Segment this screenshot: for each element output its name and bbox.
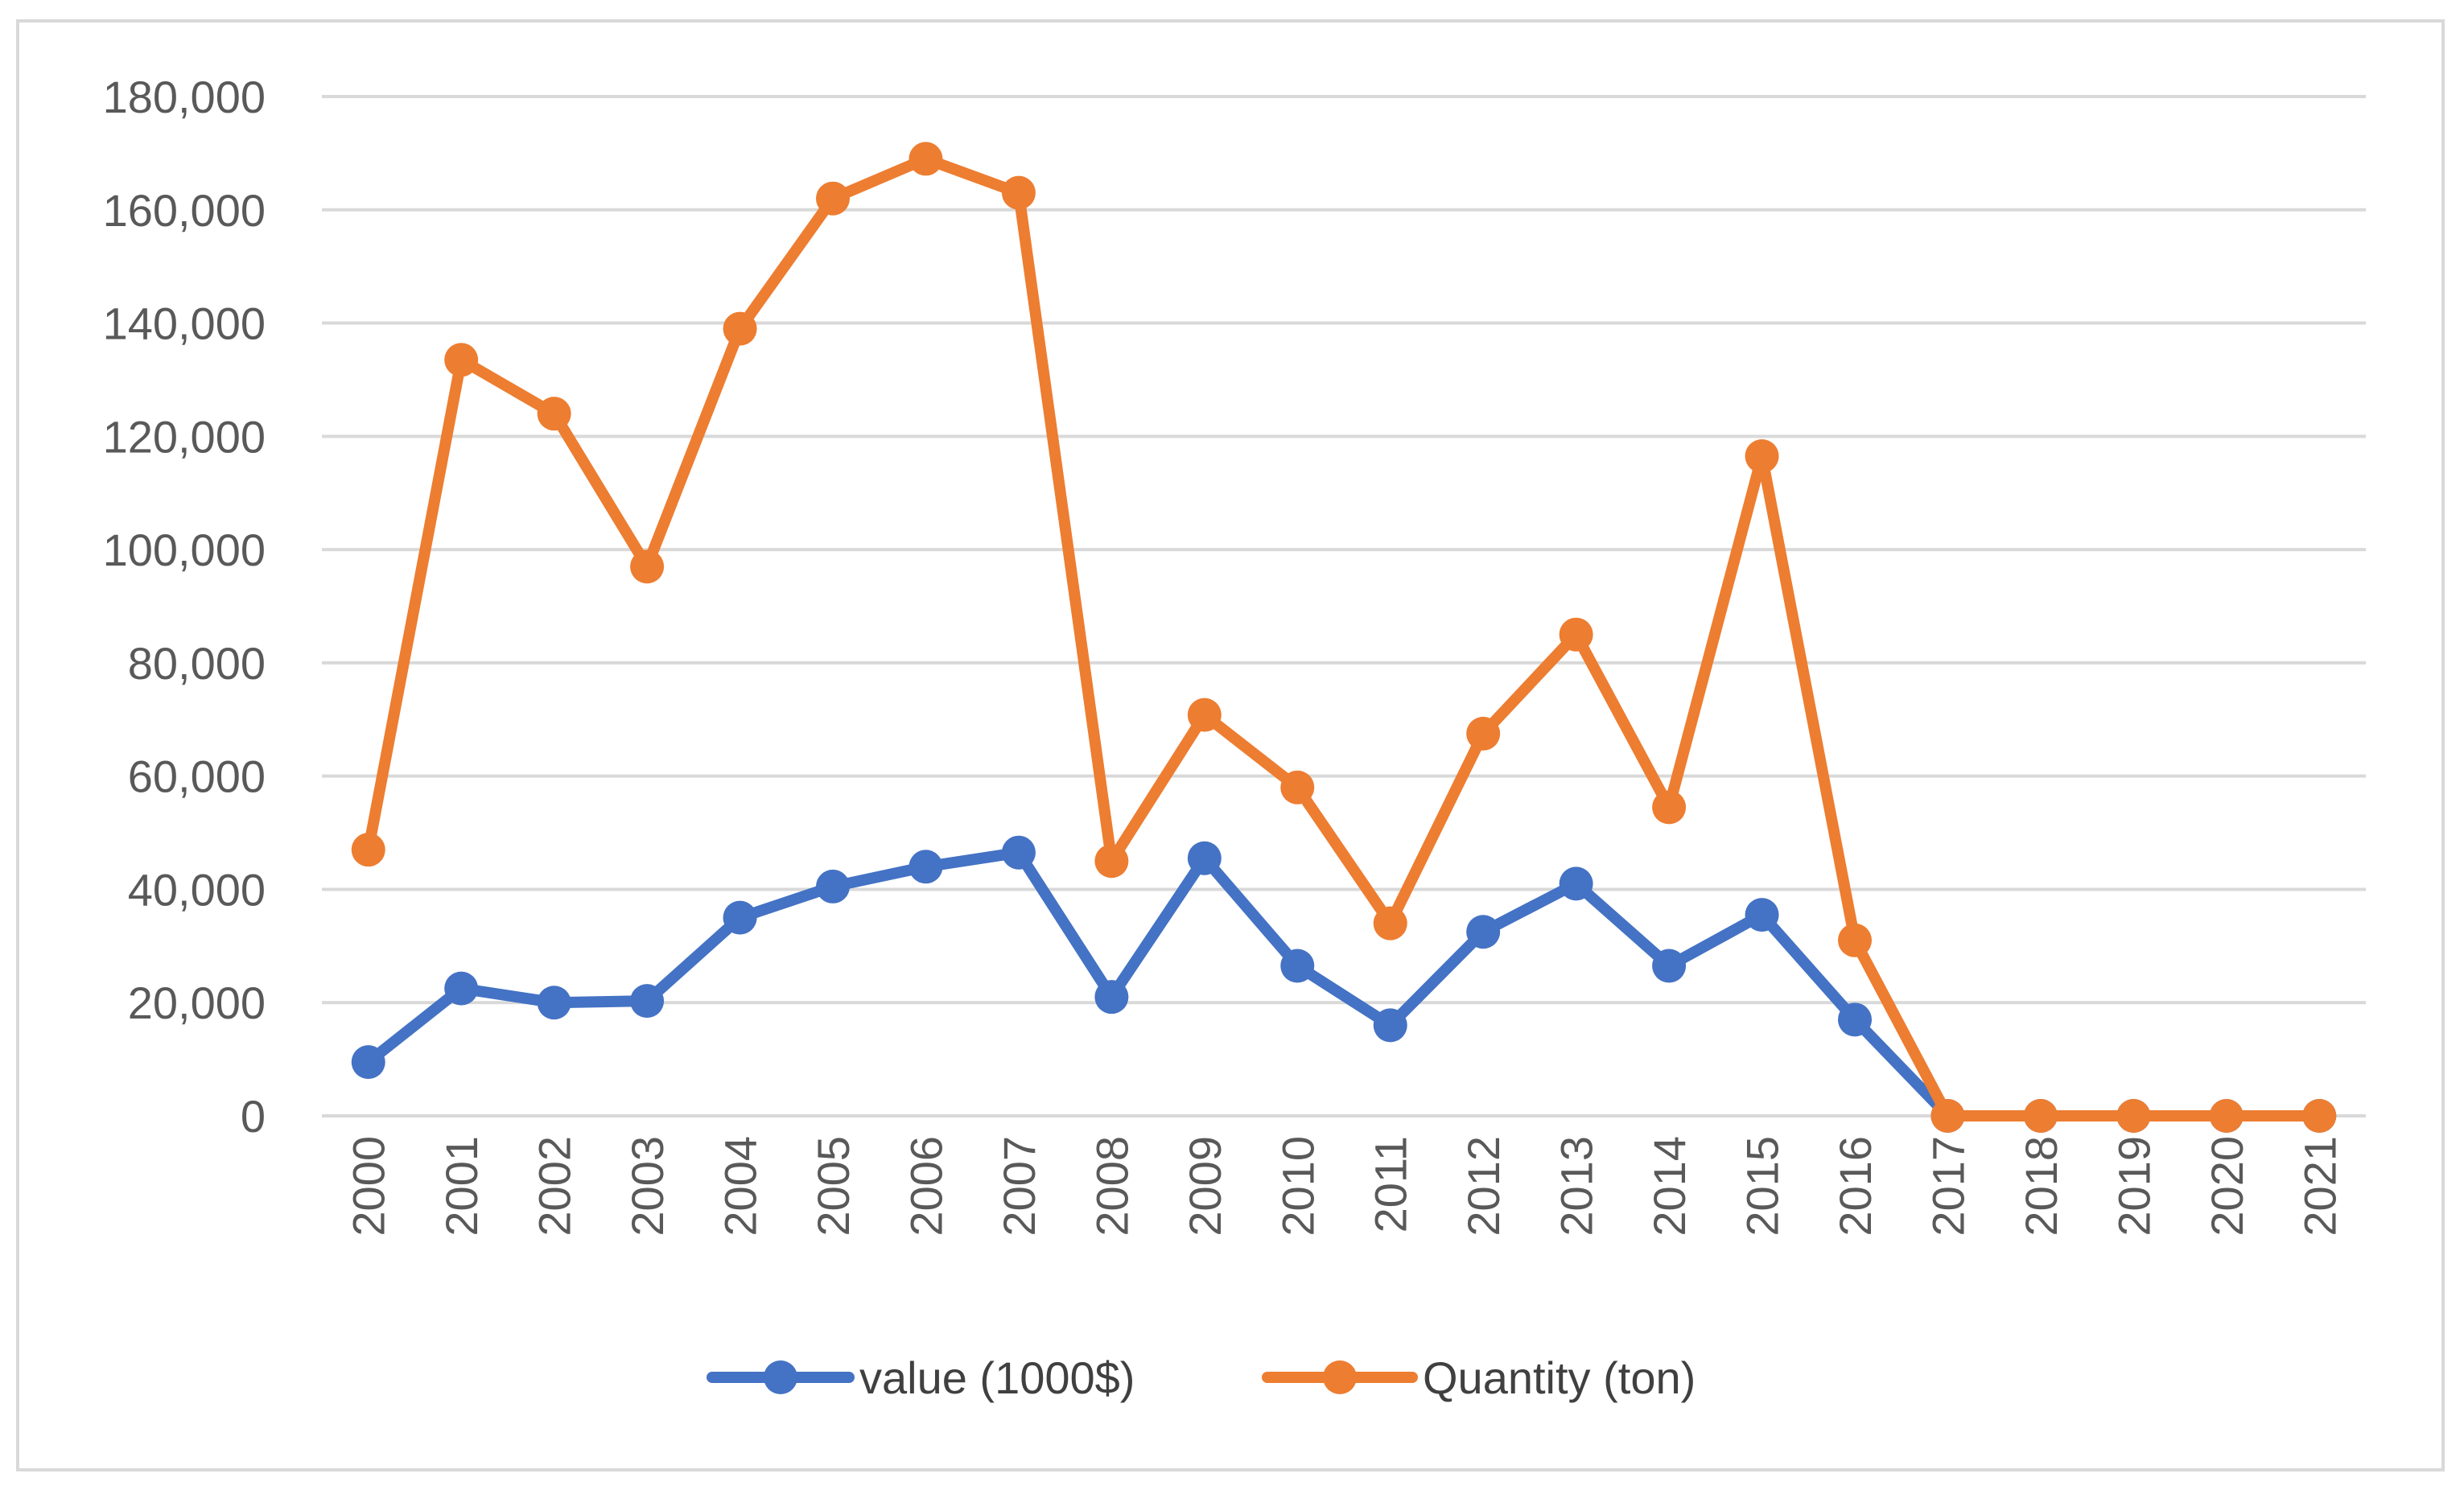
x-tick-label: 2013 [1551,1136,1602,1237]
data-point [1559,866,1593,901]
data-point [1466,915,1501,949]
data-point [1001,835,1036,870]
x-tick-label: 2007 [994,1136,1045,1237]
data-point [1001,175,1036,210]
y-tick-label: 60,000 [128,751,266,802]
x-tick-label: 2017 [1922,1136,1973,1237]
data-point [1652,790,1687,825]
x-tick-label: 2010 [1272,1136,1323,1237]
data-point [909,850,943,884]
data-point [1745,438,1779,473]
series-line [362,153,2326,1122]
x-tick-label: 2020 [2202,1136,2252,1237]
x-tick-label: 2003 [622,1136,673,1237]
legend-label: Quantity (ton) [1423,1352,1696,1403]
data-point [444,971,479,1006]
data-point [2209,1099,2244,1133]
series-value [351,835,2337,1133]
data-point [1373,1008,1407,1043]
data-point [1373,906,1407,940]
x-tick-label: 2006 [900,1136,951,1237]
series-line [362,846,2326,1122]
x-tick-label: 2014 [1644,1136,1695,1237]
data-point [909,142,943,176]
data-point [1187,698,1222,732]
data-point [630,549,665,584]
x-tick-label: 2021 [2294,1136,2345,1237]
y-tick-label: 180,000 [103,72,266,122]
data-point [1280,949,1315,983]
x-tick-label: 2000 [344,1136,394,1237]
data-point [2116,1099,2151,1133]
legend-entry: Quantity (ton) [1262,1352,1696,1403]
data-point [723,900,757,935]
chart-frame [16,19,2445,1471]
legend-entry: value (1000$) [707,1352,1135,1403]
data-point [444,343,479,377]
data-point [1838,1002,1872,1037]
x-tick-label: 2016 [1830,1136,1881,1237]
data-point [1466,716,1501,751]
data-point [816,181,850,216]
legend-label: value (1000$) [859,1352,1135,1403]
y-tick-label: 20,000 [128,977,266,1028]
x-tick-label: 2009 [1180,1136,1230,1237]
x-tick-label: 2005 [808,1136,859,1237]
y-tick-label: 80,000 [128,638,266,689]
data-point [537,397,571,431]
data-point [1838,923,1872,957]
x-tick-label: 2008 [1086,1136,1137,1237]
y-tick-label: 140,000 [103,298,266,349]
x-tick-label: 2018 [2016,1136,2066,1237]
legend-marker [764,1360,797,1394]
series-group [351,142,2337,1133]
data-point [537,986,571,1020]
axes: 0 20,000 40,000 60,000 80,000 100,000 120,000 1… [103,72,2366,1237]
data-point [1745,898,1779,932]
data-point [1187,841,1222,875]
x-tick-label: 2002 [529,1136,580,1237]
data-point [2302,1099,2337,1133]
data-point [1652,949,1687,983]
x-tick-label: 2004 [715,1136,766,1237]
x-tick-label: 2019 [2108,1136,2159,1237]
data-point [1094,844,1129,879]
y-tick-label: 0 [241,1091,266,1142]
data-point [723,311,757,346]
data-point [816,869,850,903]
data-point [1094,980,1129,1015]
y-tick-label: 40,000 [128,864,266,915]
legend: value (1000$) Quantity (ton) [707,1352,1696,1403]
data-point [1559,617,1593,652]
x-tick-label: 2001 [436,1136,487,1237]
series-quantity [351,142,2337,1133]
y-tick-label: 160,000 [103,185,266,236]
x-tick-label: 2011 [1366,1136,1416,1233]
data-point [1930,1099,1965,1133]
y-tick-label: 120,000 [103,411,266,462]
data-point [630,984,665,1019]
x-tick-label: 2012 [1458,1136,1509,1237]
y-tick-label: 100,000 [103,525,266,575]
data-point [351,1045,385,1080]
data-point [2023,1099,2058,1133]
data-point [1280,770,1315,805]
gridlines [322,95,2366,1005]
x-tick-label: 2015 [1737,1136,1788,1237]
data-point [351,833,385,867]
legend-marker [1323,1360,1357,1394]
